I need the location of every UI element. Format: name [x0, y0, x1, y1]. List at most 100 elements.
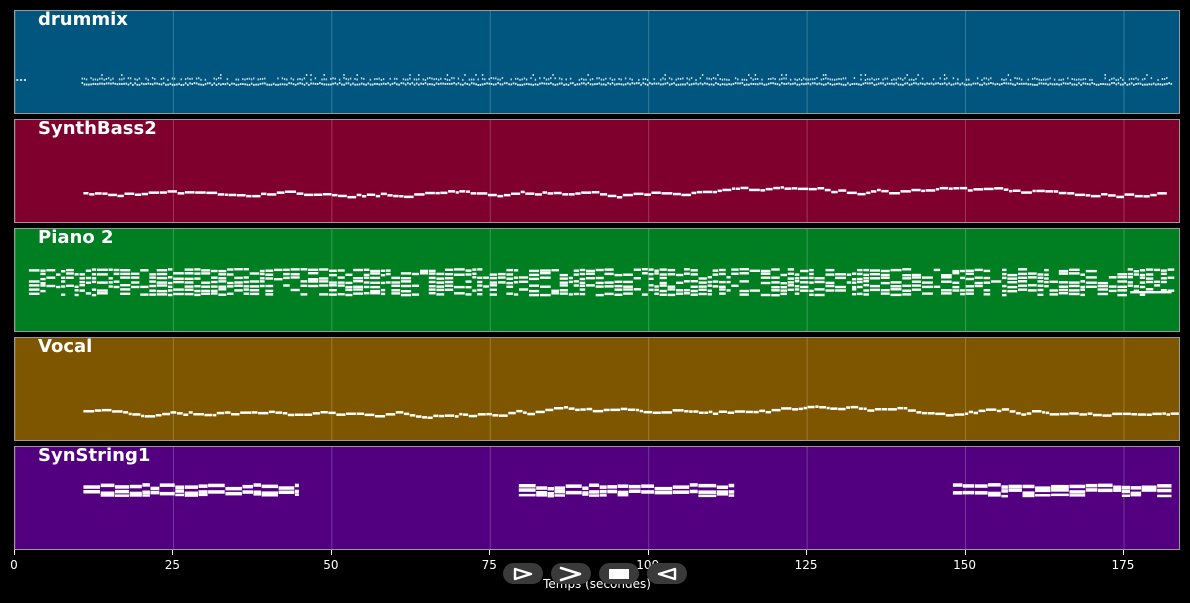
note	[440, 191, 448, 195]
note	[353, 277, 363, 280]
note	[464, 74, 466, 76]
note	[1001, 78, 1003, 81]
note	[399, 195, 404, 198]
note	[374, 82, 376, 85]
note	[796, 79, 798, 81]
note	[911, 284, 922, 287]
note	[539, 77, 541, 80]
note	[959, 83, 961, 86]
note	[310, 74, 312, 76]
note	[717, 83, 719, 85]
track-notes	[15, 447, 1172, 549]
note	[265, 273, 274, 276]
note	[56, 273, 61, 276]
note	[149, 276, 156, 279]
note	[559, 284, 568, 287]
note	[1009, 410, 1016, 413]
note	[1104, 77, 1106, 80]
note	[168, 285, 173, 288]
note	[363, 292, 370, 295]
note	[983, 293, 991, 296]
note	[600, 193, 608, 196]
note	[159, 491, 175, 496]
note	[915, 77, 917, 80]
note	[796, 83, 799, 86]
note	[579, 277, 586, 281]
note	[535, 410, 545, 414]
note	[627, 82, 629, 85]
note	[719, 292, 726, 295]
note	[475, 74, 477, 76]
note	[857, 272, 863, 276]
note	[863, 268, 869, 272]
note	[184, 277, 194, 280]
note	[1097, 288, 1108, 291]
note	[964, 412, 969, 415]
note	[707, 289, 712, 292]
note	[121, 78, 123, 81]
note	[672, 409, 684, 412]
note	[752, 78, 754, 81]
note	[1160, 269, 1167, 272]
note	[928, 82, 931, 85]
note	[208, 490, 225, 494]
note	[922, 292, 933, 295]
note	[719, 288, 726, 291]
fast-forward-button[interactable]	[551, 563, 591, 584]
note	[259, 284, 265, 288]
note	[347, 78, 350, 81]
note	[740, 186, 749, 190]
note	[623, 285, 633, 288]
stop-button[interactable]	[599, 563, 639, 584]
note	[217, 193, 225, 196]
note	[765, 187, 773, 191]
note	[654, 288, 659, 292]
note	[1102, 414, 1112, 417]
x-tick	[806, 550, 808, 555]
note	[1022, 491, 1035, 495]
note	[1100, 83, 1102, 85]
note	[481, 83, 484, 86]
note	[825, 273, 835, 276]
note	[721, 83, 724, 86]
note	[906, 82, 909, 85]
note	[743, 83, 746, 86]
note	[385, 413, 396, 416]
note	[519, 78, 521, 81]
note	[1108, 194, 1116, 197]
note	[479, 83, 482, 86]
note	[648, 284, 654, 287]
note	[308, 284, 319, 288]
play-button[interactable]	[503, 563, 543, 584]
note	[562, 193, 569, 196]
note	[354, 83, 356, 86]
note	[623, 273, 633, 276]
note	[356, 78, 358, 81]
note	[1137, 82, 1140, 85]
note	[40, 269, 46, 272]
rewind-button[interactable]	[647, 563, 687, 584]
note	[168, 276, 173, 279]
note	[563, 83, 565, 86]
note	[328, 411, 336, 415]
note	[1116, 195, 1124, 199]
note	[743, 78, 746, 81]
note	[506, 292, 514, 295]
note	[675, 78, 677, 81]
note	[168, 281, 173, 285]
note	[125, 82, 128, 85]
note	[1071, 78, 1073, 80]
note	[1036, 78, 1038, 80]
note	[150, 486, 160, 491]
note	[79, 280, 85, 284]
note	[492, 83, 495, 86]
note	[85, 276, 92, 280]
note	[890, 268, 902, 272]
note	[760, 281, 771, 285]
note	[941, 274, 952, 277]
note	[617, 484, 629, 488]
note	[1068, 284, 1080, 288]
note	[686, 82, 689, 85]
note	[376, 78, 378, 80]
note	[690, 77, 693, 79]
